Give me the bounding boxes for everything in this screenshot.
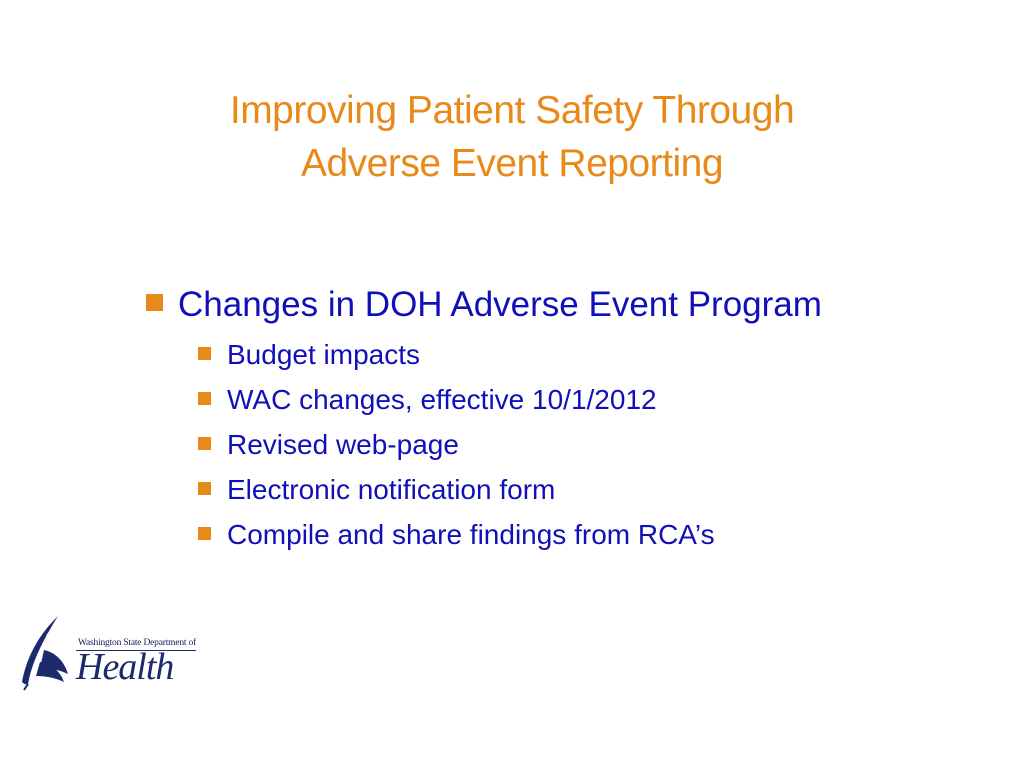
sub-bullet-text: WAC changes, effective 10/1/2012 <box>227 384 657 415</box>
square-bullet-icon <box>198 482 211 495</box>
sub-bullet-text: Revised web-page <box>227 429 459 460</box>
sub-bullet-item: Electronic notification form <box>198 467 946 512</box>
sub-bullet-text: Compile and share findings from RCA’s <box>227 519 715 550</box>
sub-bullet-text: Electronic notification form <box>227 474 556 505</box>
logo-health-text: Health <box>76 646 174 688</box>
square-bullet-icon <box>146 293 163 311</box>
sub-bullet-list: Budget impacts WAC changes, effective 10… <box>146 332 946 557</box>
sub-bullet-text: Budget impacts <box>227 339 420 370</box>
bullet-list: Changes in DOH Adverse Event Program Bud… <box>146 282 946 557</box>
logo-department-text: Washington State Department of <box>78 638 197 648</box>
square-bullet-icon <box>198 392 211 405</box>
doh-health-logo: Washington State Department of Health <box>14 612 197 692</box>
bullet-item: Changes in DOH Adverse Event Program <box>146 282 946 328</box>
title-line-2: Adverse Event Reporting <box>300 142 724 185</box>
slide-title: Improving Patient Safety Through Adverse… <box>0 84 1024 190</box>
square-bullet-icon <box>198 527 211 540</box>
feather-quill-icon <box>22 616 68 691</box>
bullet-text: Changes in DOH Adverse Event Program <box>178 285 822 324</box>
sub-bullet-item: WAC changes, effective 10/1/2012 <box>198 377 946 422</box>
title-line-1: Improving Patient Safety Through <box>229 89 795 132</box>
square-bullet-icon <box>198 437 211 450</box>
sub-bullet-item: Compile and share findings from RCA’s <box>198 512 946 557</box>
sub-bullet-item: Budget impacts <box>198 332 946 377</box>
square-bullet-icon <box>198 347 211 360</box>
logo-divider <box>76 650 196 651</box>
sub-bullet-item: Revised web-page <box>198 422 946 467</box>
